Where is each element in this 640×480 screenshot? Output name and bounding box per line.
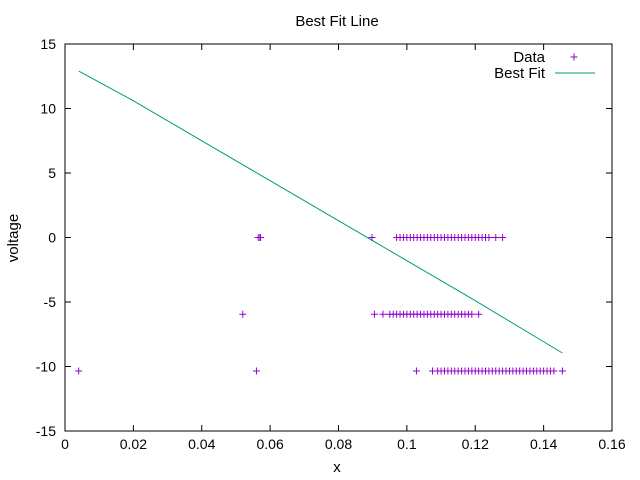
data-point [239, 310, 247, 318]
legend: Data Best Fit [494, 49, 595, 82]
data-point [558, 367, 566, 375]
y-tick-label: -10 [36, 359, 56, 375]
y-tick-label: 15 [40, 36, 56, 52]
x-axis-title: x [333, 459, 341, 476]
best-fit-line [78, 70, 563, 354]
x-tick-label: 0.02 [120, 436, 147, 452]
data-point [468, 310, 476, 318]
data-point [257, 234, 265, 241]
x-tick-label: 0 [61, 436, 69, 452]
chart-title: Best Fit Line [295, 13, 378, 30]
data-point [252, 367, 260, 375]
data-point [379, 310, 387, 318]
plot-series [75, 70, 566, 375]
x-tick-label: 0.04 [188, 436, 215, 452]
x-tick-label: 0.1 [397, 436, 417, 452]
y-tick-label: 5 [48, 165, 56, 181]
y-tick-label: -15 [36, 423, 56, 439]
data-point [485, 234, 493, 241]
data-point [475, 310, 483, 318]
y-tick-label: -5 [44, 294, 57, 310]
data-point [368, 234, 376, 241]
x-tick-label: 0.06 [257, 436, 284, 452]
data-point [499, 234, 507, 241]
axes: 0 0.02 0.04 0.06 0.08 0.1 0.12 0.14 0.16 -15 -10 -5… [36, 36, 626, 452]
data-point [75, 367, 83, 375]
x-tick-label: 0.16 [598, 436, 625, 452]
data-point [370, 310, 378, 318]
data-point [550, 367, 558, 375]
data-point [492, 234, 500, 241]
y-axis-title: voltage [5, 214, 22, 262]
x-tick-label: 0.12 [462, 436, 489, 452]
legend-label-best-fit: Best Fit [494, 65, 546, 82]
legend-marker-data [570, 53, 578, 61]
data-point [412, 367, 420, 375]
y-tick-label: 10 [40, 101, 56, 117]
x-tick-label: 0.08 [325, 436, 352, 452]
legend-label-data: Data [513, 49, 545, 66]
y-tick-label: 0 [48, 230, 56, 246]
x-tick-label: 0.14 [530, 436, 557, 452]
